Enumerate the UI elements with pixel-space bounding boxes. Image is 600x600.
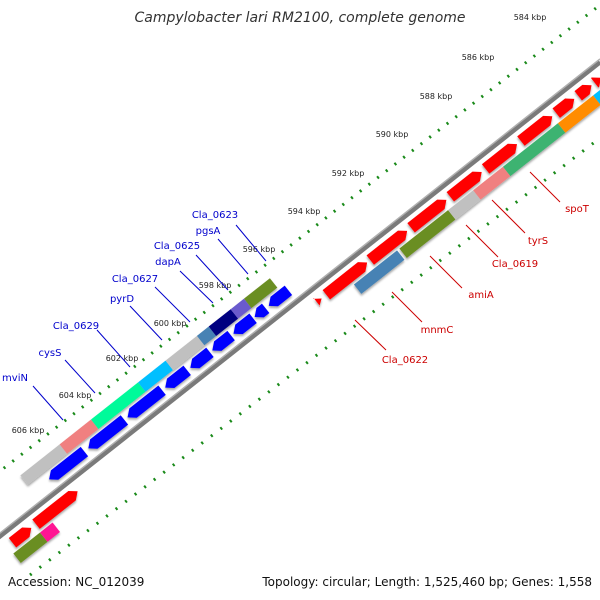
reverse-gene-arrow — [254, 303, 270, 318]
reverse-callout-line — [195, 254, 229, 291]
reverse-gene-label: cysS — [39, 348, 62, 359]
reverse-gene-arrow — [190, 347, 214, 369]
reverse-gene-label: dapA — [155, 257, 181, 268]
forward-callout-line — [391, 291, 423, 323]
forward-callout-line — [465, 224, 499, 258]
forward-gene-label: spoT — [565, 204, 590, 215]
reverse-callout-line — [235, 224, 267, 262]
genome-stats-text: Topology: circular; Length: 1,525,460 bp… — [261, 575, 592, 589]
reverse-callout-line — [96, 329, 131, 368]
map-title: Campylobacter lari RM2100, complete geno… — [134, 10, 465, 26]
reverse-callout-line — [32, 385, 64, 421]
forward-cog-block — [502, 123, 566, 177]
scale-tick-label: 588 kbp — [420, 92, 453, 101]
forward-gene-arrow — [590, 77, 600, 88]
forward-gene-label: Cla_0619 — [492, 259, 538, 270]
scale-tick-label: 600 kbp — [154, 319, 187, 328]
forward-cog-block — [593, 90, 600, 105]
forward-gene-label: Cla_0622 — [382, 355, 428, 366]
forward-gene-arrow — [313, 298, 322, 307]
reverse-callout-line — [129, 305, 163, 341]
scale-tick-label: 584 kbp — [514, 13, 547, 22]
scale-tick-label: 592 kbp — [332, 169, 365, 178]
reverse-callout-line — [217, 238, 249, 275]
reverse-cog-block — [20, 444, 68, 485]
forward-gene-arrow — [8, 527, 32, 548]
reverse-callout-line — [179, 270, 214, 304]
forward-callout-line — [354, 319, 387, 351]
reverse-gene-arrow — [165, 365, 191, 389]
forward-gene-label: tyrS — [528, 236, 548, 247]
scale-tick-label: 604 kbp — [59, 391, 92, 400]
forward-gene-arrow — [322, 262, 368, 300]
reverse-cog-block — [230, 298, 252, 319]
forward-gene-label: mnmC — [421, 325, 454, 336]
reverse-gene-label: Cla_0625 — [154, 241, 200, 252]
accession-text: Accession: NC_012039 — [8, 575, 144, 589]
scale-tick-label: 590 kbp — [376, 130, 409, 139]
forward-cog-block — [399, 210, 456, 258]
forward-gene-label: amiA — [468, 290, 494, 301]
reverse-gene-label: Cla_0629 — [53, 321, 99, 332]
forward-gene-arrow — [32, 490, 78, 529]
forward-cog-block — [473, 166, 511, 200]
scale-tick-label: 606 kbp — [12, 426, 45, 435]
forward-gene-arrow — [481, 143, 518, 174]
forward-gene-arrow — [446, 171, 482, 202]
reverse-cog-block — [59, 419, 99, 454]
reverse-gene-label: pyrD — [110, 294, 134, 305]
forward-gene-arrow — [574, 84, 592, 101]
scale-tick-labels: 584 kbp 586 kbp 588 kbp 590 kbp 592 kbp 594 k… — [12, 13, 547, 435]
reverse-gene-label: pgsA — [196, 226, 221, 237]
scale-tick-label: 598 kbp — [199, 281, 232, 290]
forward-gene-arrow — [517, 115, 553, 146]
outer-tick-dots — [0, 3, 600, 474]
reverse-gene-arrow — [233, 313, 257, 335]
reverse-cog-block — [90, 382, 146, 429]
reverse-cog-block — [138, 360, 173, 392]
forward-gene-arrow — [552, 98, 575, 118]
scale-tick-label: 586 kbp — [462, 53, 495, 62]
reverse-gene-arrow — [127, 385, 166, 418]
forward-cog-block — [13, 532, 48, 563]
forward-gene-arrow — [407, 199, 447, 233]
forward-cog-block — [557, 95, 600, 133]
gene-tracks — [8, 77, 600, 563]
gene-callouts: spoT tyrS Cla_0619 amiA mnmC Cla_0622 Cla_0623… — [2, 171, 590, 421]
reverse-gene-label: mviN — [2, 373, 28, 384]
forward-gene-arrow — [366, 230, 408, 265]
forward-callout-line — [429, 255, 463, 289]
genome-backbone — [0, 58, 600, 540]
reverse-cog-block — [165, 335, 205, 371]
forward-cog-block — [40, 522, 61, 542]
reverse-cog-block — [196, 326, 217, 346]
reverse-gene-arrow — [268, 285, 293, 307]
reverse-gene-arrow — [49, 446, 89, 480]
forward-cog-block — [448, 190, 481, 220]
reverse-gene-label: Cla_0627 — [112, 274, 158, 285]
reverse-callout-line — [64, 359, 96, 394]
reverse-cog-block — [244, 278, 278, 309]
reverse-callout-line — [154, 286, 191, 323]
reverse-gene-label: Cla_0623 — [192, 210, 238, 221]
reverse-cog-block — [208, 309, 239, 336]
scale-tick-label: 596 kbp — [243, 245, 276, 254]
forward-cog-block — [353, 250, 405, 294]
reverse-gene-arrow — [212, 330, 235, 351]
scale-tick-label: 594 kbp — [288, 207, 321, 216]
forward-callout-line — [529, 171, 561, 203]
forward-callout-line — [491, 199, 526, 234]
reverse-gene-arrow — [88, 415, 129, 449]
